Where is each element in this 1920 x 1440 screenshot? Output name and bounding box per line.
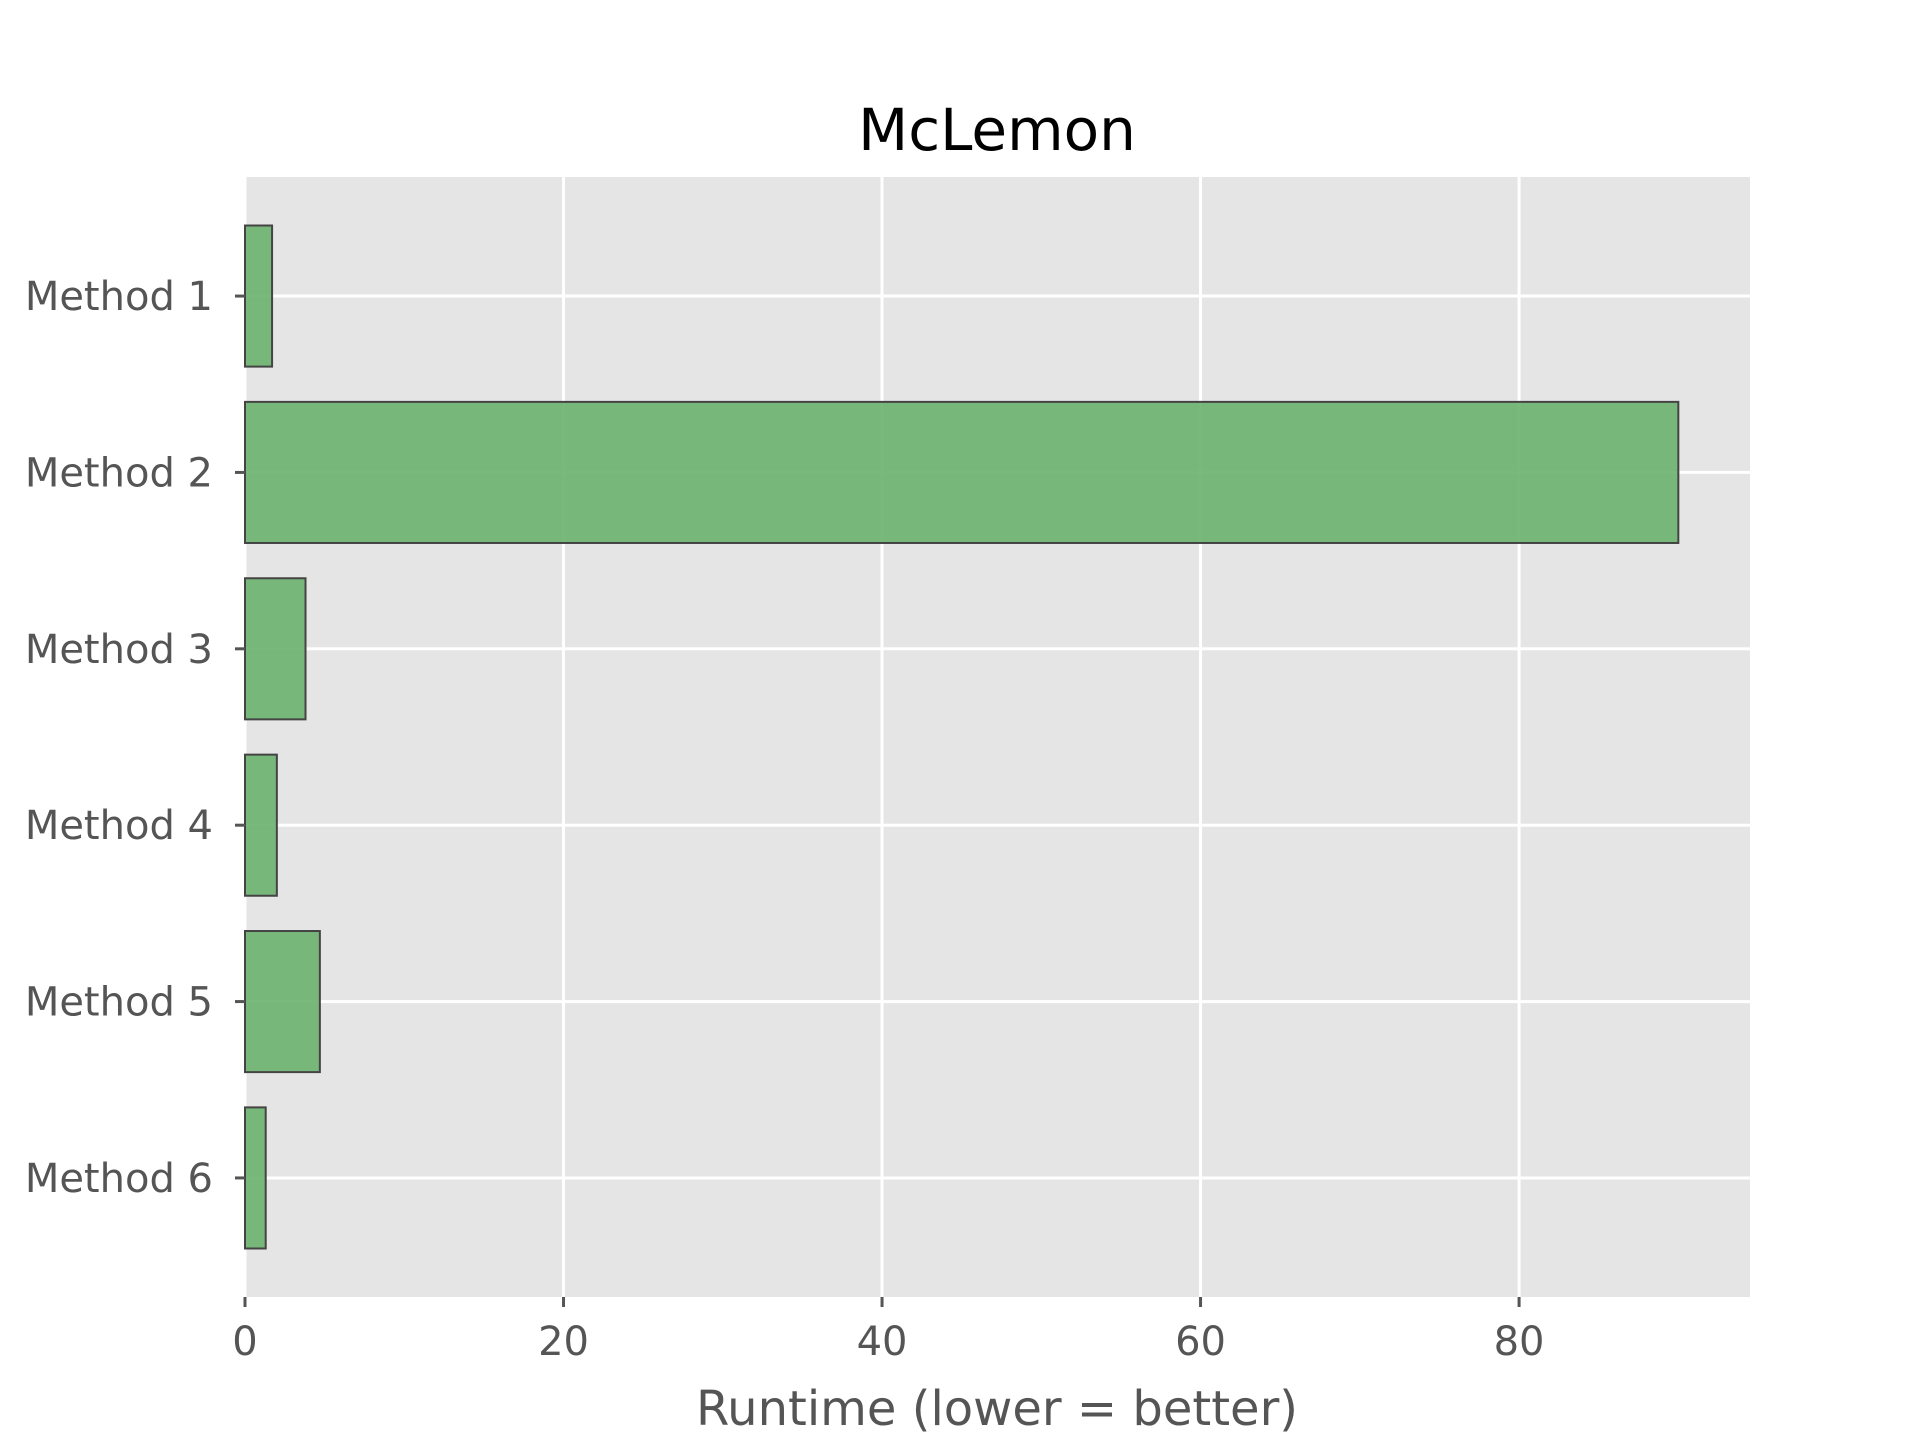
x-tick-label: 40 (857, 1319, 908, 1365)
plot-background (245, 177, 1750, 1297)
x-tick-label: 0 (232, 1319, 257, 1365)
bar (244, 1106, 267, 1250)
x-tick-label: 80 (1494, 1319, 1545, 1365)
x-axis-label: Runtime (lower = better) (696, 1381, 1298, 1437)
bar (244, 930, 321, 1074)
bar (244, 577, 307, 721)
y-tick-label: Method 1 (25, 274, 213, 320)
x-tick-label: 60 (1175, 1319, 1226, 1365)
chart-title: McLemon (858, 96, 1136, 164)
bar (244, 400, 1680, 544)
y-tick-label: Method 5 (25, 980, 213, 1026)
y-tick-label: Method 6 (25, 1156, 213, 1202)
bar (244, 224, 274, 368)
x-tick-label: 20 (538, 1319, 589, 1365)
y-tick-label: Method 3 (25, 627, 213, 673)
ticks-layer: 0 20 40 60 80 Method 1 Method 2 Method 3 Method … (25, 274, 1545, 1365)
y-tick-label: Method 4 (25, 803, 213, 849)
bar (244, 753, 278, 897)
y-tick-label: Method 2 (25, 450, 213, 496)
